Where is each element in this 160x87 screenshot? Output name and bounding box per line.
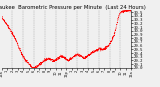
Title: Milwaukee  Barometric Pressure per Minute  (Last 24 Hours): Milwaukee Barometric Pressure per Minute…: [0, 5, 146, 10]
